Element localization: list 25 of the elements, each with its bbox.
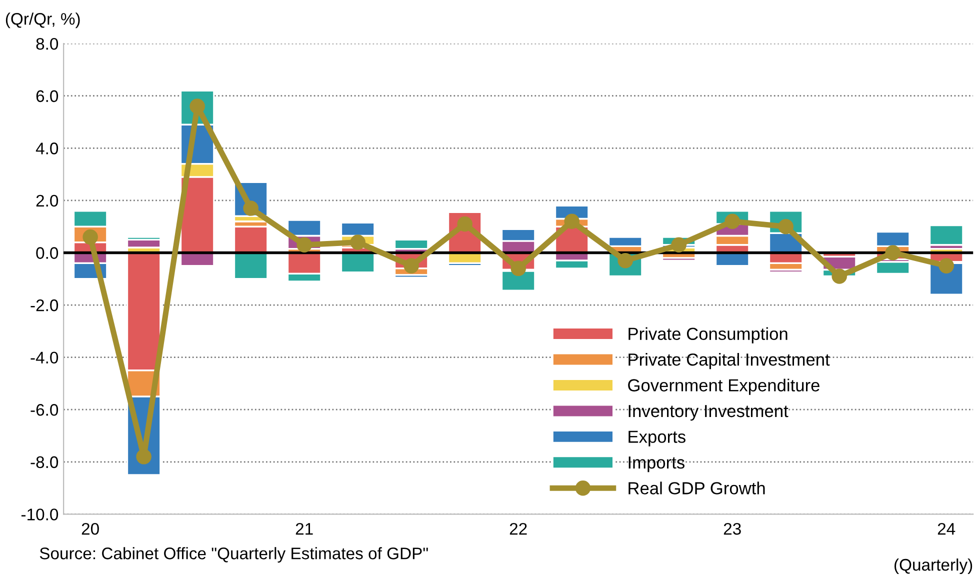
legend-label: Private Capital Investment [628,352,830,370]
x-axis-title: (Quarterly) [894,558,972,574]
y-tick-label: 8.0 [36,38,58,50]
legend-label: Inventory Investment [628,405,788,421]
x-tick-label: 23 [724,522,741,535]
y-tick-label: -2.0 [30,299,58,312]
y-tick-label: -6.0 [30,404,58,416]
y-tick-label: -4.0 [30,352,58,364]
y-tick-label: 4.0 [36,142,58,154]
x-tick-label: 21 [296,522,313,535]
source-note: Source: Cabinet Office "Quarterly Estimates of GDP" [40,547,428,563]
y-axis-title: (Qr/Qr, %) [6,12,80,28]
y-tick-label: -10.0 [21,508,58,520]
legend-label: Real GDP Growth [628,482,765,494]
legend-label: Private Consumption [628,327,788,344]
x-tick-label: 24 [938,522,956,535]
legend-label: Exports [628,430,686,446]
y-tick-label: -8.0 [30,456,58,468]
legend-label: Government Expenditure [628,378,820,395]
y-tick-label: 6.0 [36,90,58,102]
x-tick-label: 22 [510,522,527,535]
y-tick-label: 0.0 [36,247,58,259]
x-tick-label: 20 [82,522,99,535]
legend-label: Imports [628,456,684,472]
y-tick-label: 2.0 [36,194,58,207]
